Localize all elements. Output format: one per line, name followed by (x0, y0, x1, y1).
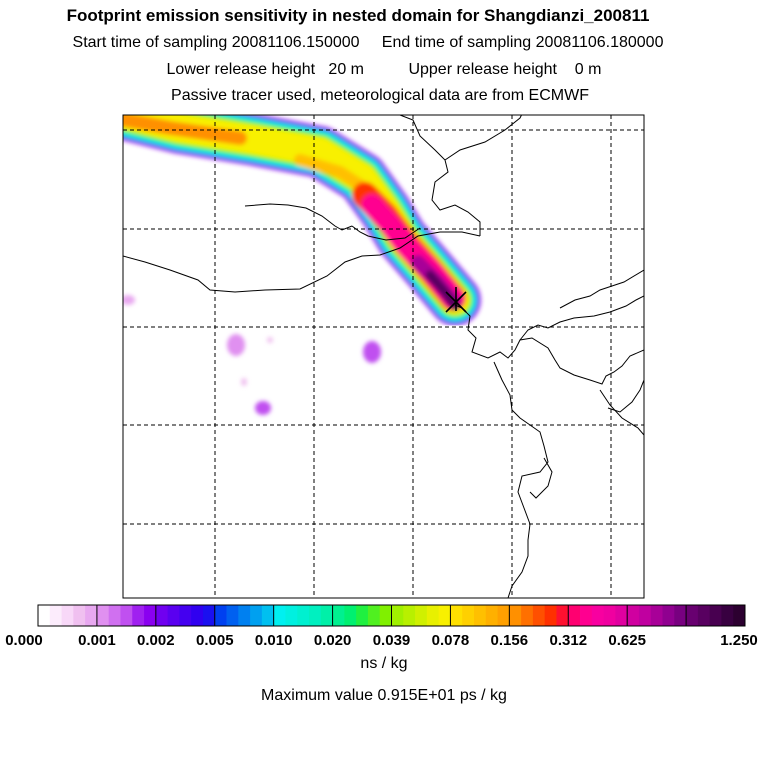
colorbar-cell (662, 605, 675, 626)
map-panel (123, 115, 644, 598)
colorbar-cell (638, 605, 652, 626)
colorbar-cell (273, 605, 286, 626)
colorbar-cell (297, 605, 310, 626)
colorbar (37, 604, 746, 627)
colorbar-cell (615, 605, 628, 626)
colorbar-cell (674, 605, 687, 626)
colorbar-cell (485, 605, 498, 626)
colorbar-tick-label: 0.312 (550, 632, 588, 649)
colorbar-cell (379, 605, 392, 626)
footprint-plume (123, 115, 481, 326)
release-height-line: Lower release height 20 m Upper release … (0, 61, 768, 79)
colorbar-tick-label: 0.001 (78, 632, 116, 649)
colorbar-cell (415, 605, 428, 626)
colorbar-cell (391, 605, 404, 626)
lower-height-value: 20 m (328, 61, 364, 78)
colorbar-cell (580, 605, 593, 626)
colorbar-tick-label: 0.010 (255, 632, 293, 649)
colorbar-cell (309, 605, 322, 626)
maximum-value-label: Maximum value (261, 687, 374, 704)
colorbar-cell (132, 605, 145, 626)
colorbar-cell (144, 605, 157, 626)
colorbar-cell (108, 605, 121, 626)
graticule (123, 115, 644, 598)
maximum-value: Maximum value 0.915E+01 ps / kg (0, 687, 768, 705)
colorbar-cell (556, 605, 569, 626)
colorbar-tick-label: 0.020 (314, 632, 352, 649)
colorbar-cell (38, 605, 51, 626)
start-time-label: Start time of sampling (72, 34, 228, 51)
colorbar-cell (450, 605, 463, 626)
upper-height-label: Upper release height (408, 61, 557, 78)
colorbar-cell (521, 605, 534, 626)
colorbar-cell (497, 605, 510, 626)
colorbar-cell (650, 605, 663, 626)
colorbar-cell (721, 605, 734, 626)
end-time-label: End time of sampling (381, 34, 532, 51)
colorbar-cell (214, 605, 227, 626)
colorbar-cell (356, 605, 369, 626)
colorbar-cell (697, 605, 711, 626)
colorbar-cell (238, 605, 251, 626)
colorbar-tick-label: 0.039 (373, 632, 411, 649)
colorbar-cell (179, 605, 192, 626)
colorbar-tick-label: 0.156 (491, 632, 529, 649)
colorbar-cell (709, 605, 722, 626)
colorbar-cell (120, 605, 133, 626)
colorbar-cell (226, 605, 239, 626)
colorbar-tick-label: 1.250 (720, 632, 758, 649)
colorbar-cell (285, 605, 298, 626)
colorbar-cell (49, 605, 62, 626)
plot-title: Footprint emission sensitivity in nested… (66, 6, 650, 25)
end-time-value: 20081106.180000 (535, 34, 664, 51)
colorbar-cell (96, 605, 110, 626)
lower-height-label: Lower release height (166, 61, 316, 78)
colorbar-cell (544, 605, 557, 626)
colorbar-cell (509, 605, 522, 626)
colorbar-cell (733, 605, 746, 626)
colorbar-cell (344, 605, 357, 626)
sampling-time-line: Start time of sampling 20081106.150000 E… (0, 34, 752, 52)
colorbar-tick-label: 0.000 (5, 632, 43, 649)
colorbar-tick-label: 0.002 (137, 632, 175, 649)
x-marker-icon (445, 287, 467, 313)
colorbar-cell (61, 605, 74, 626)
colorbar-cell (462, 605, 475, 626)
colorbar-cell (261, 605, 275, 626)
map-frame (122, 114, 645, 599)
colorbar-cell (532, 605, 546, 626)
colorbar-cell (627, 605, 640, 626)
colorbar-tick-label: 0.005 (196, 632, 234, 649)
colorbar-cell (367, 605, 381, 626)
colorbar-cell (73, 605, 86, 626)
maximum-value-number: 0.915E+01 ps / kg (377, 687, 507, 704)
colorbar-cell (426, 605, 440, 626)
colorbar-tick-label: 0.078 (432, 632, 470, 649)
minor-patches (123, 295, 381, 415)
colorbar-cell (438, 605, 451, 626)
colorbar-cell (686, 605, 699, 626)
colorbar-tick-label: 0.625 (608, 632, 646, 649)
colorbar-cell (332, 605, 345, 626)
tracer-note: Passive tracer used, meteorological data… (171, 87, 589, 104)
colorbar-tick-labels: 0.000 0.001 0.002 0.005 0.010 0.020 0.039 0.078… (5, 632, 758, 649)
colorbar-frame (37, 604, 746, 627)
colorbar-unit: ns / kg (360, 655, 408, 672)
colorbar-cell (191, 605, 204, 626)
colorbar-cell (155, 605, 169, 626)
colorbar-cell (320, 605, 333, 626)
colorbar-cell (403, 605, 416, 626)
colorbar-cell (603, 605, 616, 626)
colorbar-cell (591, 605, 604, 626)
colorbar-cell (85, 605, 98, 626)
colorbar-cell (473, 605, 487, 626)
start-time-value: 20081106.150000 (231, 34, 360, 51)
colorbar-cell (167, 605, 180, 626)
colorbar-cell (202, 605, 216, 626)
colorbar-cell (250, 605, 263, 626)
upper-height-value: 0 m (574, 61, 602, 78)
colorbar-cell (568, 605, 581, 626)
